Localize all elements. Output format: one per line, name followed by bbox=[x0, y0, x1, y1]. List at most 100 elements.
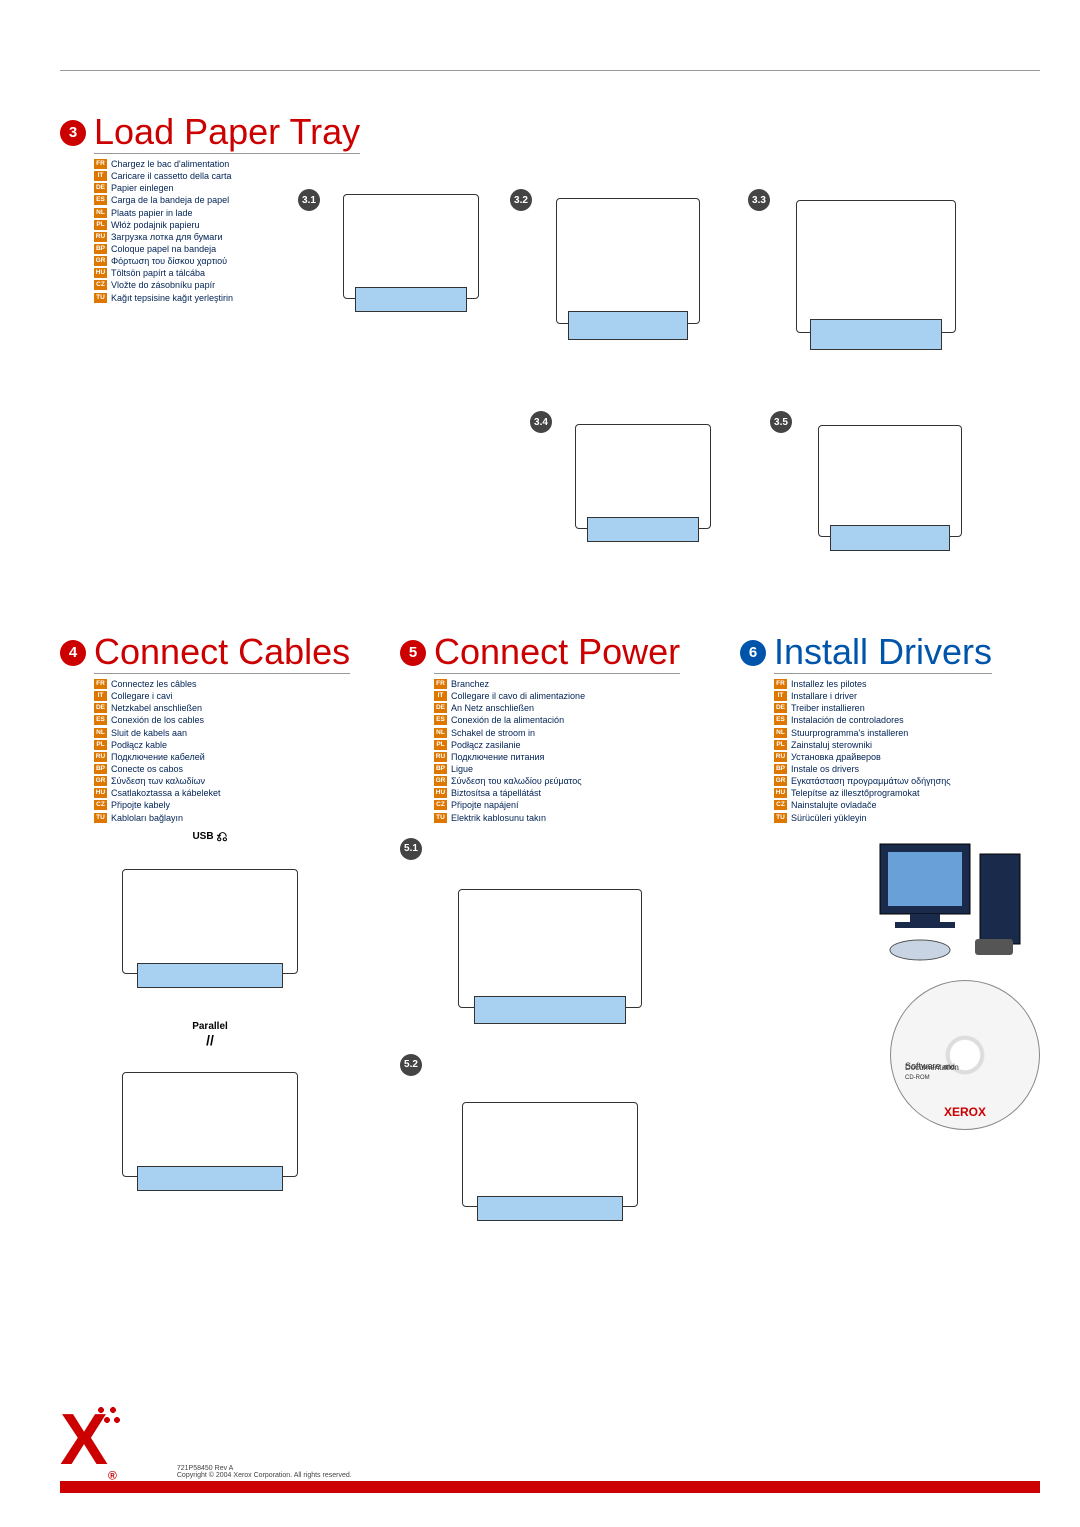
lang-code: GR bbox=[774, 776, 787, 786]
lang-text: Kağıt tepsisine kağıt yerleştirin bbox=[111, 292, 233, 304]
lang-item: IT Installare i driver bbox=[774, 690, 1040, 702]
lang-code: ES bbox=[94, 195, 107, 205]
parallel-label: Parallel // bbox=[60, 1021, 360, 1048]
lang-code: NL bbox=[434, 728, 447, 738]
lang-text: Nainstalujte ovladače bbox=[791, 799, 877, 811]
lang-text: Загрузка лотка для бумаги bbox=[111, 231, 223, 243]
section-5-title: Connect Power bbox=[434, 631, 680, 674]
step-number-3: 3 bbox=[60, 120, 86, 146]
lang-item: DENetzkabel anschließen bbox=[94, 702, 360, 714]
lang-code: CZ bbox=[94, 280, 107, 290]
section-6-title-row: 6 Install Drivers bbox=[740, 631, 1040, 674]
lang-code: HU bbox=[434, 788, 447, 798]
lang-text: Установка драйверов bbox=[791, 751, 881, 763]
lang-code: GR bbox=[94, 776, 107, 786]
lang-item: PLPodłącz zasilanie bbox=[434, 739, 700, 751]
lang-code: BP bbox=[94, 764, 107, 774]
lang-text: Papier einlegen bbox=[111, 182, 174, 194]
lang-item: HUCsatlakoztassa a kábeleket bbox=[94, 787, 360, 799]
lang-item: TUElektrik kablosunu takın bbox=[434, 812, 700, 824]
lang-item: IT Collegare il cavo di alimentazione bbox=[434, 690, 700, 702]
lang-item: CZPřipojte kabely bbox=[94, 799, 360, 811]
lang-item: DETreiber installieren bbox=[774, 702, 1040, 714]
lang-code: CZ bbox=[434, 800, 447, 810]
lang-text: Vložte do zásobníku papír bbox=[111, 279, 215, 291]
lang-item: FRInstallez les pilotes bbox=[774, 678, 1040, 690]
lang-item: NLStuurprogramma's installeren bbox=[774, 727, 1040, 739]
lang-item: ESConexión de la alimentación bbox=[434, 714, 700, 726]
lang-text: Töltsön papírt a tálcába bbox=[111, 267, 205, 279]
lang-item: GRΕγκατάσταση προγραμμάτων οδήγησης bbox=[774, 775, 1040, 787]
lang-item: GRΣύνδεση των καλωδίων bbox=[94, 775, 360, 787]
lang-code: PL bbox=[774, 740, 787, 750]
lang-item: CZ Připojte napájení bbox=[434, 799, 700, 811]
lang-code: PL bbox=[94, 740, 107, 750]
lang-code: DE bbox=[774, 703, 787, 713]
lang-code: CZ bbox=[94, 800, 107, 810]
lang-item: ESInstalación de controladores bbox=[774, 714, 1040, 726]
lang-item: TUSürücüleri yükleyin bbox=[774, 812, 1040, 824]
lang-code: FR bbox=[94, 679, 107, 689]
lang-code: HU bbox=[94, 788, 107, 798]
parallel-icon: // bbox=[206, 1032, 214, 1048]
section-3: 3 Load Paper Tray FRChargez le bac d'ali… bbox=[60, 111, 1040, 631]
lang-code: TU bbox=[434, 813, 447, 823]
lang-code: NL bbox=[94, 208, 107, 218]
lang-item: CZNainstalujte ovladače bbox=[774, 799, 1040, 811]
cd-subtitle: Documentation CD-ROM bbox=[905, 1063, 959, 1081]
lang-code: IT bbox=[434, 691, 447, 701]
lang-text: Installare i driver bbox=[791, 690, 857, 702]
lang-code: BP bbox=[434, 764, 447, 774]
lang-text: Plaats papier in lade bbox=[111, 207, 193, 219]
lang-code: FR bbox=[434, 679, 447, 689]
fig-label-5-1: 5.1 bbox=[400, 838, 422, 860]
step-number-5: 5 bbox=[400, 640, 426, 666]
lang-code: DE bbox=[94, 183, 107, 193]
top-rule bbox=[60, 70, 1040, 71]
lang-text: Collegare il cavo di alimentazione bbox=[451, 690, 585, 702]
lang-text: Conexión de la alimentación bbox=[451, 714, 564, 726]
section-4-title-row: 4 Connect Cables bbox=[60, 631, 360, 674]
lang-text: Włóż podajnik papieru bbox=[111, 219, 200, 231]
lang-code: PL bbox=[434, 740, 447, 750]
lang-text: Connectez les câbles bbox=[111, 678, 197, 690]
figure-5-1 bbox=[435, 864, 665, 1034]
fig-label-3-1: 3.1 bbox=[298, 189, 320, 211]
figure-3-4 bbox=[558, 401, 728, 551]
lang-code: ES bbox=[774, 715, 787, 725]
lang-text: Chargez le bac d'alimentation bbox=[111, 158, 229, 170]
lang-text: Подключение питания bbox=[451, 751, 544, 763]
figure-3-2 bbox=[538, 171, 718, 351]
section-6-title: Install Drivers bbox=[774, 631, 992, 674]
figure-3-3 bbox=[776, 171, 976, 361]
section-4-title: Connect Cables bbox=[94, 631, 350, 674]
lang-text: An Netz anschließen bbox=[451, 702, 534, 714]
figure-computer bbox=[860, 834, 1040, 964]
page: 3 Load Paper Tray FRChargez le bac d'ali… bbox=[60, 70, 1040, 1487]
lang-text: Σύνδεση του καλωδίου ρεύματος bbox=[451, 775, 582, 787]
lang-text: Sluit de kabels aan bbox=[111, 727, 187, 739]
lang-text: Připojte napájení bbox=[451, 799, 519, 811]
lang-text: Ligue bbox=[451, 763, 473, 775]
lang-text: Φόρτωση του δίσκου χαρτιού bbox=[111, 255, 227, 267]
sections-4-5-6: 4 Connect Cables FR Connectez les câbles I… bbox=[60, 631, 1040, 1234]
lang-item: BPInstale os drivers bbox=[774, 763, 1040, 775]
lang-text: Collegare i cavi bbox=[111, 690, 173, 702]
lang-code: TU bbox=[94, 293, 107, 303]
lang-code: IT bbox=[774, 691, 787, 701]
lang-code: GR bbox=[94, 256, 107, 266]
lang-code: DE bbox=[94, 703, 107, 713]
lang-item: DEAn Netz anschließen bbox=[434, 702, 700, 714]
lang-text: Conecte os cabos bbox=[111, 763, 183, 775]
lang-code: FR bbox=[94, 159, 107, 169]
lang-item: RUПодключение кабелей bbox=[94, 751, 360, 763]
section-6-langs: FRInstallez les pilotesIT Installare i dr… bbox=[774, 678, 1040, 824]
lang-code: RU bbox=[774, 752, 787, 762]
lang-code: HU bbox=[774, 788, 787, 798]
lang-item: RUПодключение питания bbox=[434, 751, 700, 763]
lang-text: Caricare il cassetto della carta bbox=[111, 170, 232, 182]
cd-rom: Software and Documentation CD-ROM XEROX bbox=[890, 980, 1040, 1130]
lang-text: Подключение кабелей bbox=[111, 751, 205, 763]
lang-text: Podłącz kable bbox=[111, 739, 167, 751]
lang-item: BP Ligue bbox=[434, 763, 700, 775]
